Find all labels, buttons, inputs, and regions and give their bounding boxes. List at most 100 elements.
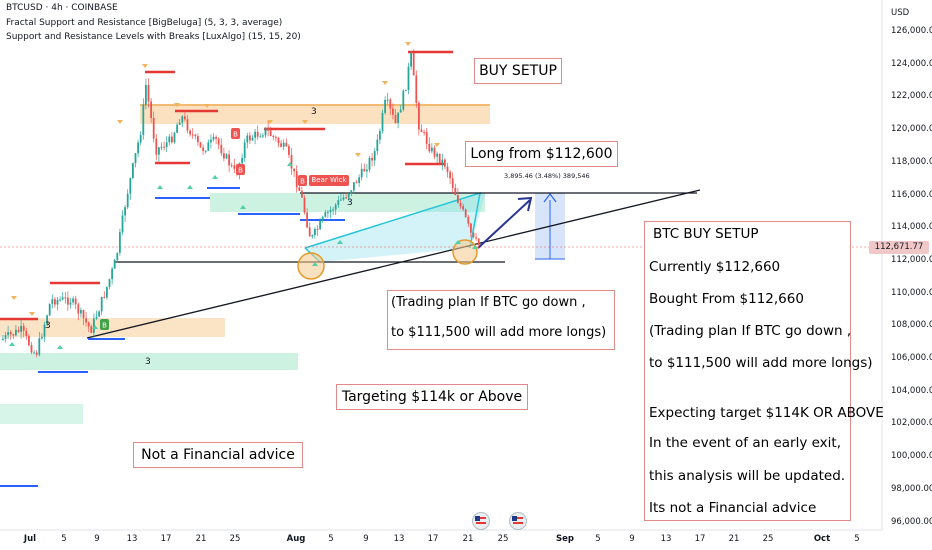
time-axis-tick: 21 <box>728 534 740 544</box>
fractal-low-marker <box>157 185 163 189</box>
candle-body <box>389 99 392 109</box>
us-flag-event-icon[interactable] <box>472 512 490 530</box>
ascending-trendline <box>86 189 701 339</box>
targeting-label[interactable]: Targeting $114k or Above <box>336 384 528 410</box>
candlesticks <box>2 49 480 358</box>
candle-body <box>74 298 77 305</box>
candle-body <box>358 177 360 184</box>
time-axis-tick: 21 <box>462 534 474 544</box>
candle-body <box>431 147 433 152</box>
candle-body <box>158 147 160 155</box>
candle-body <box>194 134 197 137</box>
candle-body <box>285 142 288 147</box>
candle-body <box>215 136 217 139</box>
zone-label: 3 <box>311 107 317 117</box>
candle-body <box>451 178 454 188</box>
candle-body <box>100 297 103 312</box>
candle-body <box>277 138 280 144</box>
candle-body <box>327 212 329 214</box>
setup-target: Expecting target $114K OR ABOVE <box>649 405 884 421</box>
candle-body <box>251 137 254 141</box>
long-from-label[interactable]: Long from $112,600 <box>465 141 618 167</box>
candle-body <box>321 216 324 221</box>
candle-body <box>9 332 12 335</box>
candle-body <box>405 89 407 91</box>
price-axis-tick: 126,000.00 <box>891 26 932 36</box>
candle-body <box>93 318 95 333</box>
candle-body <box>152 117 155 139</box>
candle-body <box>415 75 418 103</box>
candle-body <box>197 136 199 143</box>
fractal-low-marker <box>212 175 218 179</box>
time-axis-tick: 13 <box>126 534 138 544</box>
indicator-fractal[interactable]: Fractal Support and Resistance [BigBelug… <box>6 18 283 28</box>
candle-body <box>428 143 431 152</box>
candle-body <box>199 142 202 148</box>
fractal-low-marker <box>240 205 246 209</box>
time-axis-tick: 5 <box>595 534 601 544</box>
break-badge-letter: B <box>102 322 107 330</box>
candle-body <box>397 112 399 123</box>
candle-body <box>243 142 246 158</box>
candle-body <box>4 335 7 339</box>
btc-setup-panel[interactable]: BTC BUY SETUP Currently $112,660 Bought … <box>644 221 884 521</box>
setup-bought: Bought From $112,660 <box>649 291 804 307</box>
candle-body <box>212 136 215 140</box>
us-flag-event-icon[interactable] <box>509 512 527 530</box>
candle-body <box>155 138 158 155</box>
time-axis-tick: 9 <box>363 534 369 544</box>
zone-label: 3 <box>145 357 151 367</box>
candle-body <box>249 135 251 141</box>
indicator-luxalgo[interactable]: Support and Resistance Levels with Break… <box>6 32 301 42</box>
trading-plan-box[interactable]: (Trading plan If BTC go down , to $111,5… <box>387 290 615 350</box>
candle-body <box>394 114 397 123</box>
candle-body <box>207 142 210 151</box>
candle-body <box>259 136 262 138</box>
candle-body <box>298 187 301 191</box>
candle-body <box>69 302 72 305</box>
candle-body <box>204 150 207 152</box>
candle-body <box>246 135 249 143</box>
fractal-high-marker <box>405 42 411 46</box>
candle-body <box>303 197 306 213</box>
candle-body <box>124 207 126 216</box>
candle-body <box>72 298 74 303</box>
candle-body <box>38 338 41 355</box>
price-axis-tick: 112,000.00 <box>891 254 932 265</box>
symbol-title[interactable]: BTCUSD · 4h · COINBASE <box>6 3 118 13</box>
candle-body <box>438 153 441 164</box>
candle-body <box>363 168 366 172</box>
candle-body <box>15 329 17 336</box>
time-axis-tick: 9 <box>94 534 100 544</box>
candle-body <box>293 168 295 172</box>
candle-body <box>41 336 43 339</box>
fractal-low-marker <box>455 240 461 244</box>
candle-body <box>129 178 132 194</box>
time-axis-tick: Oct <box>813 534 831 544</box>
time-axis-tick: 17 <box>427 534 439 544</box>
price-axis-tick: 114,000.00 <box>891 222 932 233</box>
candle-body <box>178 122 181 125</box>
fractal-high-marker <box>117 120 123 124</box>
candle-body <box>316 228 319 230</box>
candle-body <box>48 303 51 316</box>
disclaimer-label[interactable]: Not a Financial advice <box>133 442 303 468</box>
candle-body <box>444 159 446 167</box>
time-axis-tick: 13 <box>660 534 672 544</box>
candle-body <box>373 151 376 161</box>
fractal-low-marker <box>287 162 293 166</box>
support-circle-right <box>452 239 478 265</box>
candle-body <box>30 345 33 353</box>
candle-body <box>342 197 345 200</box>
price-axis-tick: 104,000.00 <box>891 385 932 396</box>
resistance-zone-left <box>0 318 225 337</box>
price-axis-tick: 96,000.00 <box>891 516 932 527</box>
candle-body <box>254 131 256 138</box>
setup-exit2: this analysis will be updated. <box>649 468 846 484</box>
candle-body <box>280 143 282 147</box>
candle-body <box>425 132 428 144</box>
buy-setup-label[interactable]: BUY SETUP <box>474 58 562 84</box>
candle-body <box>347 193 350 198</box>
